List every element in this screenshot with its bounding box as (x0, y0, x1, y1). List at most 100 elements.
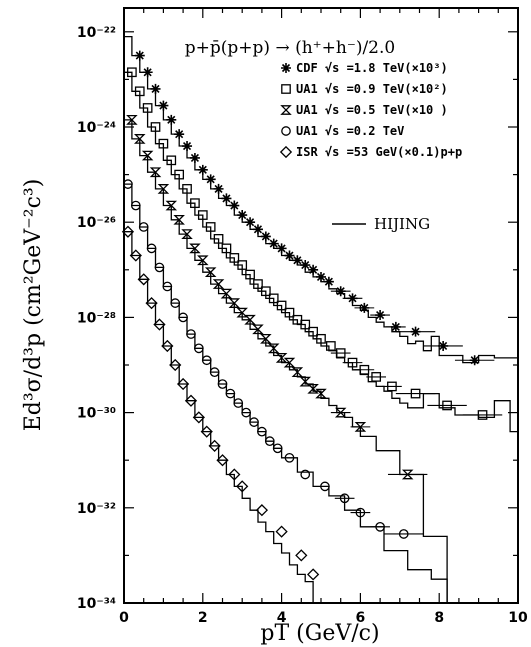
data-point-diamond (184, 394, 198, 407)
y-tick-label: 10⁻²⁶ (77, 215, 116, 231)
data-point-square (308, 326, 318, 337)
hijing-curve-5 (124, 231, 314, 603)
data-point-square (371, 372, 382, 382)
data-point-star (300, 260, 311, 271)
data-point-circle (170, 298, 181, 308)
data-point-diamond (228, 468, 241, 481)
data-point-square (316, 333, 326, 344)
data-markers (121, 50, 503, 581)
data-point-diamond (200, 425, 213, 438)
data-point-hourglass (189, 243, 201, 254)
data-point-square (127, 67, 137, 78)
data-point-diamond (176, 377, 190, 391)
data-point-square (284, 307, 295, 318)
data-point-hourglass (252, 324, 264, 335)
data-point-diamond (137, 273, 150, 286)
data-point-square (347, 357, 358, 368)
data-point-star (359, 302, 370, 313)
data-point-square (221, 243, 232, 254)
data-point-star (375, 310, 386, 321)
data-point-diamond (145, 297, 158, 310)
data-point-hourglass (283, 357, 296, 368)
chart-title: p+p̄(p+p) → (h⁺+h⁻)/2.0 (185, 38, 395, 58)
axis-ticks (123, 8, 519, 604)
data-point-diamond (236, 480, 249, 493)
data-point-star (347, 293, 358, 304)
legend-label: UA1 √s =0.9 TeV(×10²) (296, 82, 448, 96)
x-tick-label: 4 (277, 610, 287, 626)
data-point-hourglass (307, 383, 319, 394)
legend-symbol-star (281, 63, 291, 73)
data-point-diamond (121, 225, 135, 238)
data-point-diamond (129, 249, 142, 262)
data-point-hourglass (354, 422, 367, 432)
data-point-hourglass (126, 115, 138, 125)
data-point-diamond (192, 411, 205, 424)
data-point-circle (339, 493, 350, 504)
x-tick-label: 0 (119, 610, 129, 626)
data-point-star (134, 50, 145, 61)
data-point-circle (154, 262, 165, 273)
y-tick-label: 10⁻³⁰ (77, 406, 116, 422)
data-point-diamond (161, 339, 174, 353)
data-point-star (150, 83, 161, 94)
plot-frame (123, 7, 519, 604)
data-point-square (300, 319, 311, 330)
legend-label: ISR √s =53 GeV(×0.1)p+p (296, 145, 462, 159)
data-point-star (284, 250, 295, 261)
data-point-hourglass (315, 388, 327, 399)
data-point-square (134, 86, 145, 97)
data-point-square (205, 222, 216, 232)
data-point-star (438, 340, 449, 351)
data-point-square (229, 253, 240, 263)
data-point-hourglass (173, 214, 185, 225)
data-point-circle (162, 281, 173, 292)
legend-symbol-diamond (279, 145, 293, 159)
data-point-circle (264, 436, 275, 447)
y-tick-label: 10⁻³⁴ (77, 596, 116, 612)
data-point-hourglass (228, 298, 241, 308)
data-point-star (158, 100, 169, 111)
legend-symbol-circle (281, 126, 291, 136)
data-point-hourglass (220, 288, 233, 299)
data-point-hourglass (267, 343, 280, 354)
data-point-square (158, 138, 169, 149)
data-point-circle (194, 343, 204, 354)
data-point-diamond (169, 358, 182, 372)
data-point-circle (217, 379, 228, 389)
legend-symbol-hourglass (280, 105, 292, 115)
x-tick-labels: 0 2 4 6 8 10 (119, 610, 528, 626)
data-point-star (268, 238, 279, 249)
data-point-hourglass (197, 255, 209, 266)
data-point-star (229, 200, 240, 211)
data-point-circle (300, 469, 311, 480)
data-point-hourglass (299, 376, 312, 387)
data-point-circle (398, 529, 409, 539)
data-point-hourglass (204, 267, 217, 278)
data-point-diamond (216, 454, 229, 467)
data-point-star (276, 243, 287, 254)
data-point-star (292, 255, 303, 266)
legend-label: UA1 √s =0.2 TeV (296, 124, 404, 138)
data-point-square (197, 210, 208, 220)
data-point-hourglass (157, 184, 170, 194)
data-point-square (359, 364, 370, 375)
data-point-square (410, 388, 421, 399)
data-point-star (245, 217, 256, 228)
data-point-diamond (275, 525, 288, 538)
data-point-star (221, 193, 232, 204)
data-point-circle (146, 243, 157, 254)
data-point-star (252, 224, 263, 235)
legend: CDF √s =1.8 TeV(×10³) UA1 √s =0.9 TeV(×10… (279, 61, 462, 159)
data-point-square (182, 184, 192, 194)
data-point-diamond (153, 318, 166, 331)
data-point-circle (130, 200, 141, 211)
legend-label: UA1 √s =0.5 TeV(×10 ) (296, 103, 448, 117)
data-point-square (150, 122, 161, 132)
data-point-circle (233, 398, 244, 408)
data-point-circle (272, 443, 283, 454)
data-point-star (189, 152, 200, 163)
data-point-square (213, 234, 224, 244)
data-point-star (213, 183, 224, 194)
data-point-square (142, 103, 153, 113)
